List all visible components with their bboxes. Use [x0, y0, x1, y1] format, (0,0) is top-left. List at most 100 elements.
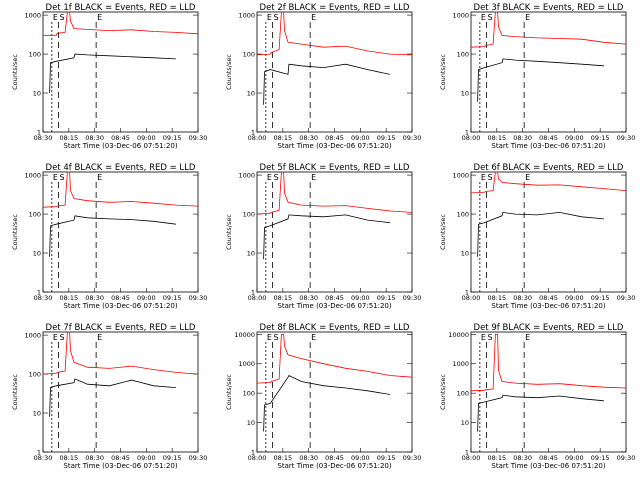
x-tick-label: 08:00: [462, 454, 481, 462]
x-axis-label: Start Time (03-Dec-06 07:51:20): [63, 142, 177, 150]
panel-title: Det 8f BLACK = Events, RED = LLD: [260, 323, 410, 333]
series-events: [49, 215, 176, 257]
panel-title: Det 7f BLACK = Events, RED = LLD: [46, 323, 196, 333]
x-tick-label: 08:15: [487, 454, 506, 462]
x-tick-label: 08:45: [111, 454, 130, 462]
event-marker-label: E: [97, 333, 102, 342]
y-tick-label: 1: [465, 449, 469, 457]
y-tick-label: 10: [33, 410, 41, 418]
event-marker-label: S: [274, 333, 279, 342]
x-tick-label: 08:15: [59, 454, 78, 462]
event-marker-label: S: [488, 13, 493, 22]
y-tick-label: 100: [29, 211, 41, 219]
x-tick-label: 09:30: [189, 294, 208, 302]
x-tick-label: 09:00: [565, 134, 584, 142]
series-events: [477, 394, 604, 432]
x-axis-label: Start Time (03-Dec-06 07:51:20): [63, 462, 177, 470]
y-tick-label: 10000: [234, 331, 255, 339]
x-tick-label: 09:15: [163, 134, 182, 142]
x-tick-label: 08:45: [539, 294, 558, 302]
panel-3: Det 3f BLACK = Events, RED = LLD Counts/s…: [439, 3, 635, 150]
event-marker-label: E: [481, 13, 486, 22]
plot-frame: [470, 171, 627, 293]
x-tick-label: 08:00: [462, 134, 481, 142]
y-tick-label: 10: [33, 250, 41, 258]
x-tick-label: 09:30: [617, 454, 636, 462]
panel-6: Det 6f BLACK = Events, RED = LLD Counts/s…: [439, 163, 635, 310]
x-tick-label: 09:00: [565, 294, 584, 302]
y-axis-label: Counts/sec: [11, 374, 19, 410]
panel-title: Det 6f BLACK = Events, RED = LLD: [474, 163, 624, 173]
x-tick-label: 09:15: [163, 294, 182, 302]
series-lld: [42, 171, 199, 208]
x-tick-label: 09:15: [377, 134, 396, 142]
y-tick-label: 100: [29, 51, 41, 59]
panel-2: Det 2f BLACK = Events, RED = LLD Counts/s…: [225, 3, 421, 150]
y-tick-label: 10: [461, 419, 469, 427]
x-axis-label: Start Time (03-Dec-06 07:51:20): [277, 142, 391, 150]
event-marker-label: E: [267, 333, 272, 342]
panel-4: Det 4f BLACK = Events, RED = LLD Counts/s…: [11, 163, 207, 310]
event-marker-label: E: [525, 13, 530, 22]
y-tick-label: 10: [247, 90, 255, 98]
event-marker-label: S: [274, 173, 279, 182]
panel-5: Det 5f BLACK = Events, RED = LLD Counts/s…: [225, 163, 421, 310]
plot-frame: [470, 331, 627, 453]
y-tick-label: 1: [251, 449, 255, 457]
panel-7: Det 7f BLACK = Events, RED = LLD Counts/s…: [11, 323, 207, 470]
x-axis-label: Start Time (03-Dec-06 07:51:20): [277, 302, 391, 310]
x-tick-label: 09:15: [591, 134, 610, 142]
y-tick-label: 100: [243, 211, 255, 219]
series-lld: [256, 333, 413, 384]
x-tick-label: 08:15: [273, 134, 292, 142]
y-tick-label: 1000: [24, 332, 41, 340]
x-tick-label: 08:45: [325, 454, 344, 462]
y-tick-label: 1000: [452, 360, 469, 368]
panel-title: Det 1f BLACK = Events, RED = LLD: [46, 3, 196, 13]
series-events: [477, 58, 604, 102]
x-tick-label: 08:00: [248, 454, 267, 462]
series-lld: [256, 11, 413, 56]
y-tick-label: 1000: [452, 172, 469, 180]
x-tick-label: 08:15: [273, 294, 292, 302]
event-marker-label: E: [97, 13, 102, 22]
y-axis-label: Counts/sec: [439, 214, 447, 250]
x-tick-label: 09:30: [403, 294, 422, 302]
x-tick-label: 08:15: [59, 294, 78, 302]
x-tick-label: 08:00: [248, 134, 267, 142]
x-tick-label: 09:00: [351, 134, 370, 142]
x-axis-label: Start Time (03-Dec-06 07:51:20): [277, 462, 391, 470]
x-tick-label: 08:30: [34, 294, 53, 302]
x-axis-label: Start Time (03-Dec-06 07:51:20): [491, 462, 605, 470]
y-tick-label: 1: [465, 289, 469, 297]
x-tick-label: 09:15: [377, 294, 396, 302]
x-tick-label: 08:15: [487, 134, 506, 142]
event-marker-label: S: [274, 13, 279, 22]
y-tick-label: 10000: [448, 331, 469, 339]
y-axis-label: Counts/sec: [225, 374, 233, 410]
y-tick-label: 1000: [238, 12, 255, 20]
y-tick-label: 10: [247, 250, 255, 258]
x-tick-label: 09:00: [351, 454, 370, 462]
x-tick-label: 09:30: [189, 454, 208, 462]
y-tick-label: 100: [243, 51, 255, 59]
y-tick-label: 1: [37, 129, 41, 137]
x-tick-label: 09:00: [137, 294, 156, 302]
x-tick-label: 08:15: [59, 134, 78, 142]
event-marker-label: E: [311, 13, 316, 22]
y-tick-label: 1: [251, 289, 255, 297]
x-tick-label: 09:15: [591, 294, 610, 302]
y-tick-label: 100: [457, 51, 469, 59]
y-tick-label: 10: [33, 90, 41, 98]
x-tick-label: 08:00: [248, 294, 267, 302]
y-axis-label: Counts/sec: [11, 54, 19, 90]
x-tick-label: 08:00: [462, 294, 481, 302]
y-tick-label: 1000: [24, 172, 41, 180]
series-lld: [470, 11, 627, 48]
y-axis-label: Counts/sec: [11, 214, 19, 250]
y-tick-label: 1: [37, 289, 41, 297]
x-tick-label: 09:30: [403, 134, 422, 142]
event-marker-label: E: [53, 333, 58, 342]
x-tick-label: 08:45: [325, 134, 344, 142]
x-tick-label: 08:45: [111, 134, 130, 142]
